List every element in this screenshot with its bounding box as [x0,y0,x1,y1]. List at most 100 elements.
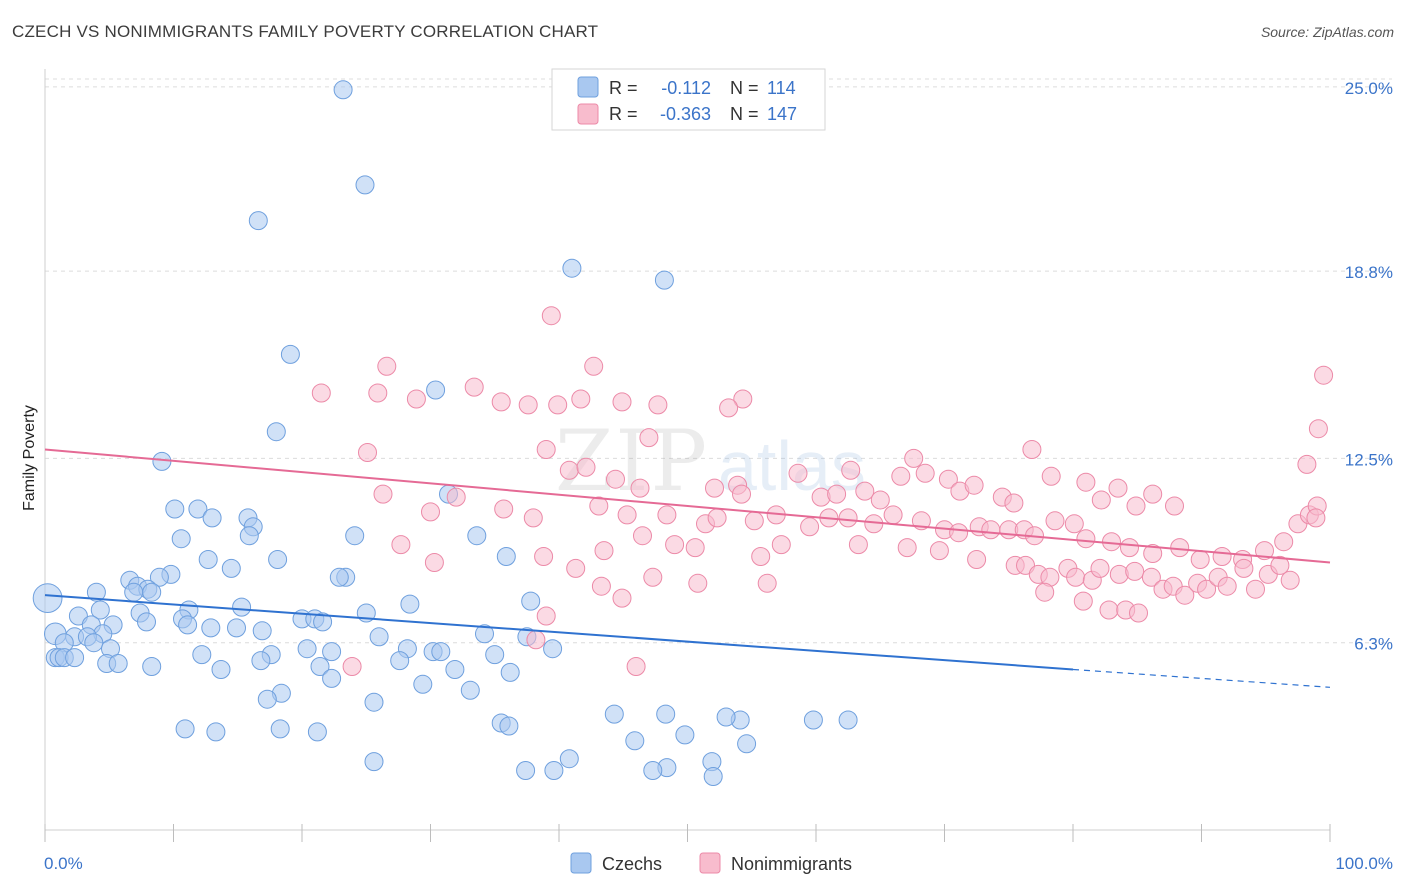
point-czechs-100 [175,719,195,739]
bottom-legend: Czechs Nonimmigrants [570,852,852,874]
point-nonimmigrants-137 [566,558,586,578]
point-nonimmigrants-125 [1270,555,1290,575]
point-nonimmigrants-98 [751,547,771,566]
point-czechs-77 [390,651,410,671]
point-nonimmigrants-57 [744,511,764,531]
point-czechs-21 [268,550,288,569]
point-czechs-83 [445,660,465,679]
point-czechs-46 [313,612,333,632]
point-nonimmigrants-32 [904,448,924,468]
point-nonimmigrants-90 [1314,365,1334,385]
point-nonimmigrants-138 [612,588,632,608]
point-czechs-74 [192,645,212,665]
grid-lines [45,78,1392,644]
chart-title: CZECH VS NONIMMIGRANTS FAMILY POVERTY CO… [12,22,599,41]
point-czechs-34 [521,591,541,611]
point-czechs-18 [467,526,487,546]
point-czechs-93 [838,710,858,730]
point-czechs-68 [485,645,505,665]
legend-swatch-nonimmigrants [577,103,599,125]
point-nonimmigrants-43 [1108,478,1128,498]
series-nonimmigrants [311,306,1334,676]
point-nonimmigrants-7 [491,392,511,412]
point-nonimmigrants-41 [1076,472,1096,492]
legend-czechs-r-label: R = [609,78,638,98]
legend-czechs-n-value: 114 [767,78,796,98]
point-czechs-38 [232,597,252,617]
point-nonimmigrants-122 [1234,558,1254,578]
bottom-legend-swatch-nonimmigrants [699,852,721,874]
point-czechs-102 [675,725,695,745]
point-nonimmigrants-52 [589,496,609,516]
point-nonimmigrants-6 [406,389,426,409]
point-czechs-30 [124,582,144,602]
point-nonimmigrants-76 [1120,538,1139,558]
point-czechs-12 [202,508,222,528]
point-nonimmigrants-87 [1306,508,1326,528]
point-czechs-22 [221,558,241,578]
point-nonimmigrants-123 [1246,579,1265,599]
point-czechs-39 [400,594,420,614]
point-nonimmigrants-82 [1255,541,1274,561]
point-nonimmigrants-68 [981,520,1001,540]
point-nonimmigrants-73 [1064,514,1084,534]
point-czechs-6 [426,380,446,400]
point-nonimmigrants-102 [929,541,949,561]
y-tick-label-3: 25.0% [1345,79,1393,98]
point-nonimmigrants-16 [358,443,377,462]
point-nonimmigrants-83 [1274,532,1294,552]
point-czechs-51 [227,618,246,638]
point-nonimmigrants-48 [421,502,440,522]
point-nonimmigrants-10 [571,389,591,409]
point-nonimmigrants-2 [377,356,397,376]
point-czechs-82 [310,657,330,676]
point-nonimmigrants-56 [707,508,727,528]
point-nonimmigrants-80 [1212,547,1232,566]
bottom-legend-swatch-czechs [570,852,592,874]
top-legend: R = -0.112 N = 114 R = -0.363 N = 147 [551,68,826,131]
point-nonimmigrants-27 [827,484,847,504]
point-nonimmigrants-134 [643,567,663,587]
point-nonimmigrants-21 [630,478,650,498]
point-nonimmigrants-38 [1004,493,1024,513]
point-nonimmigrants-36 [964,475,984,495]
point-czechs-41 [137,612,156,632]
point-czechs-85 [322,668,342,688]
point-czechs-91 [656,704,676,724]
point-nonimmigrants-136 [536,606,556,626]
point-nonimmigrants-127 [1035,582,1055,602]
bottom-legend-nonimmigrants: Nonimmigrants [731,854,852,874]
bottom-legend-czechs: Czechs [602,854,662,874]
point-nonimmigrants-40 [1041,466,1061,486]
x-tick-label-max: 100.0% [1335,854,1393,873]
point-czechs-97 [499,716,519,736]
point-nonimmigrants-39 [1022,440,1042,459]
point-nonimmigrants-93 [534,547,554,566]
point-czechs-90 [364,692,384,712]
point-nonimmigrants-89 [1308,419,1328,439]
point-nonimmigrants-61 [838,508,858,528]
point-czechs-50 [201,618,221,638]
point-nonimmigrants-44 [1126,496,1146,516]
point-czechs-7 [266,422,286,442]
point-nonimmigrants-12 [648,395,668,415]
point-nonimmigrants-25 [788,463,808,483]
point-czechs-64 [322,642,342,662]
point-nonimmigrants-91 [391,535,411,555]
point-czechs-89 [257,689,277,709]
point-nonimmigrants-15 [639,428,659,448]
point-nonimmigrants-74 [1076,529,1096,549]
point-czechs-111 [516,761,536,780]
point-czechs-5 [280,344,300,364]
point-nonimmigrants-19 [576,457,596,477]
legend-nonimm-n-value: 147 [767,104,797,124]
legend-czechs-r-value: -0.112 [661,78,711,98]
point-nonimmigrants-113 [1125,561,1145,581]
point-nonimmigrants-4 [311,383,331,403]
point-nonimmigrants-92 [424,553,444,572]
y-tick-label-0: 6.3% [1354,635,1393,654]
point-czechs-15 [171,529,191,549]
point-nonimmigrants-88 [1297,454,1317,474]
point-czechs-33 [32,583,63,613]
point-nonimmigrants-8 [518,395,538,415]
